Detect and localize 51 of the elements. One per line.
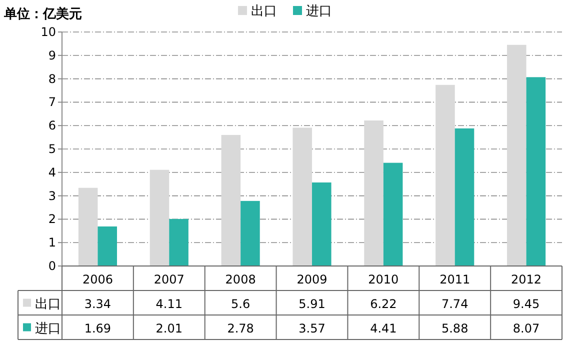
x-tick-label: 2007 xyxy=(154,272,184,286)
y-axis-title: 单位：亿美元 xyxy=(3,6,82,22)
y-tick-label: 0 xyxy=(48,259,56,273)
data-label: 1.69 xyxy=(84,321,112,336)
text: 出口 xyxy=(35,296,61,312)
y-tick-label: 2 xyxy=(48,212,56,226)
x-tick-label: 2009 xyxy=(296,272,328,286)
bar xyxy=(221,134,241,266)
data-label: 5.6 xyxy=(231,296,250,311)
bar xyxy=(454,128,474,266)
y-tick-label: 6 xyxy=(48,118,56,133)
x-tick-label: 2008 xyxy=(225,272,256,286)
data-label: 3.34 xyxy=(84,296,112,311)
bar xyxy=(526,77,546,266)
x-tick-label: 2011 xyxy=(440,272,470,286)
data-label: 9.45 xyxy=(512,296,540,311)
data-label: 3.57 xyxy=(298,321,326,336)
bar xyxy=(78,188,98,266)
y-tick-label: 8 xyxy=(48,72,56,86)
y-tick-label: 5 xyxy=(48,142,56,156)
data-label: 5.91 xyxy=(298,296,326,311)
bar xyxy=(169,218,188,266)
bar xyxy=(292,128,312,266)
bar xyxy=(364,120,384,266)
y-tick-label: 7 xyxy=(48,95,56,110)
y-tick-label: 1 xyxy=(48,236,56,250)
bar xyxy=(436,84,455,266)
bar xyxy=(150,170,170,266)
y-tick-label: 10 xyxy=(40,25,56,39)
y-tick-label: 4 xyxy=(48,165,56,180)
legend-label: 进口 xyxy=(306,4,332,19)
bar xyxy=(383,162,403,266)
data-label: 5.88 xyxy=(442,321,468,336)
data-label: 7.74 xyxy=(442,296,468,311)
legend-label: 出口 xyxy=(251,4,277,19)
data-label: 8.07 xyxy=(512,321,540,336)
data-label: 4.41 xyxy=(370,321,397,336)
x-tick-label: 2012 xyxy=(511,272,542,286)
data-label: 2.78 xyxy=(227,321,254,336)
y-tick-label: 3 xyxy=(48,188,56,203)
bar xyxy=(240,200,260,266)
text: 进口 xyxy=(35,321,61,336)
bar xyxy=(98,226,117,266)
data-label: 6.22 xyxy=(370,296,397,311)
data-label: 4.11 xyxy=(156,296,182,311)
bar xyxy=(312,182,332,266)
bar xyxy=(507,44,526,266)
data-label: 2.01 xyxy=(156,321,182,336)
y-tick-label: 9 xyxy=(48,48,56,62)
x-tick-label: 2010 xyxy=(368,272,399,286)
x-tick-label: 2006 xyxy=(82,272,113,286)
